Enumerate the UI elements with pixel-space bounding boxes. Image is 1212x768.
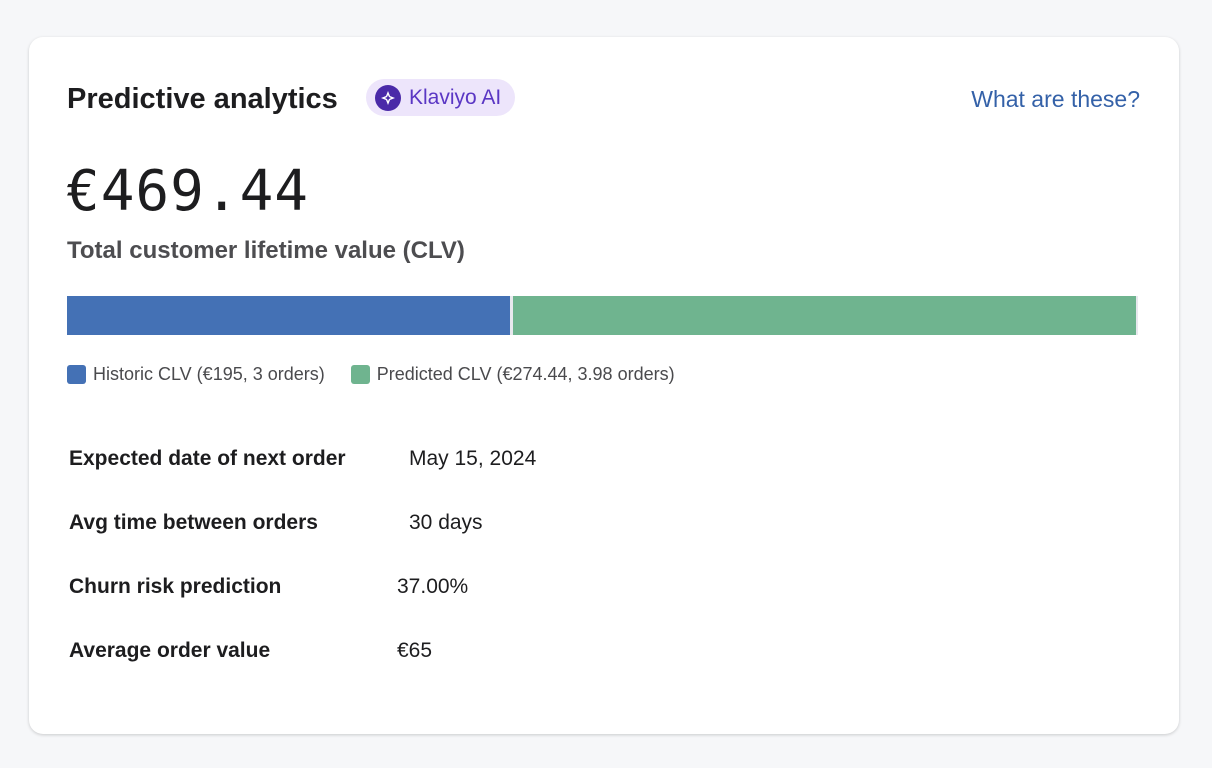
stat-value: 37.00% [397,575,469,598]
legend-historic-label: Historic CLV (€195, 3 orders) [93,364,325,384]
stat-value: 30 days [409,511,483,534]
total-clv-label: Total customer lifetime value (CLV) [67,237,465,264]
stat-row: Expected date of next order May 15, 2024 [69,447,536,511]
clv-legend: Historic CLV (€195, 3 orders) Predicted … [67,364,675,385]
badge-label: Klaviyo AI [409,85,502,109]
stats-list: Expected date of next order May 15, 2024 … [69,447,536,703]
stat-label: Churn risk prediction [69,575,282,598]
stat-label: Expected date of next order [69,447,346,470]
what-are-these-link[interactable]: What are these? [971,86,1140,112]
total-clv-value: €469.44 [66,159,310,224]
clv-bar [67,296,1138,335]
sparkle-icon [375,84,401,111]
stat-label: Avg time between orders [69,511,318,534]
card-title: Predictive analytics [67,83,338,115]
stat-value: €65 [397,639,433,662]
predicted-swatch [350,365,370,384]
legend-historic: Historic CLV (€195, 3 orders) [67,364,325,385]
klaviyo-ai-badge: Klaviyo AI [366,79,516,116]
stat-row: Churn risk prediction 37.00% [69,575,536,639]
stat-row: Average order value €65 [69,639,536,703]
historic-swatch [67,365,86,384]
predictive-analytics-card: Predictive analytics Klaviyo AI What are… [29,37,1179,734]
stat-label: Average order value [69,639,271,662]
legend-predicted-label: Predicted CLV (€274.44, 3.98 orders) [376,364,675,384]
stat-value: May 15, 2024 [409,447,537,470]
stat-row: Avg time between orders 30 days [69,511,536,575]
legend-predicted: Predicted CLV (€274.44, 3.98 orders) [350,364,675,385]
historic-clv-segment [67,296,510,335]
predicted-clv-segment [512,296,1136,335]
